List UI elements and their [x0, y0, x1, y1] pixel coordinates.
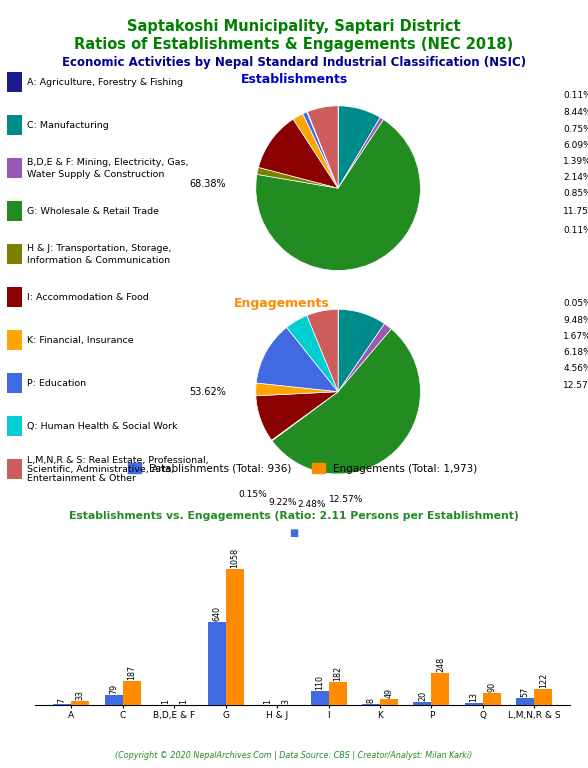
Text: 0.85%: 0.85%	[563, 189, 588, 198]
Text: 33: 33	[76, 690, 85, 700]
Wedge shape	[293, 114, 338, 188]
Text: 122: 122	[539, 673, 548, 688]
Wedge shape	[338, 323, 392, 392]
Text: 12.57%: 12.57%	[329, 495, 363, 504]
Wedge shape	[308, 106, 338, 188]
Text: 68.38%: 68.38%	[190, 179, 226, 190]
Wedge shape	[338, 106, 380, 188]
Text: 248: 248	[436, 657, 445, 672]
Bar	[329, 681, 346, 705]
Text: 8.44%: 8.44%	[563, 108, 588, 118]
Text: Scientific, Administrative, Arts,: Scientific, Administrative, Arts,	[27, 465, 174, 474]
Text: 8: 8	[366, 698, 376, 703]
Bar	[483, 694, 501, 705]
Wedge shape	[307, 310, 338, 392]
Bar	[432, 673, 449, 705]
Text: 13: 13	[469, 692, 479, 702]
Text: 1.39%: 1.39%	[563, 157, 588, 166]
Text: (Copyright © 2020 NepalArchives.Com | Data Source: CBS | Creator/Analyst: Milan : (Copyright © 2020 NepalArchives.Com | Da…	[115, 751, 473, 760]
Text: Water Supply & Construction: Water Supply & Construction	[27, 170, 165, 179]
Text: 0.11%: 0.11%	[563, 226, 588, 235]
Text: C: Manufacturing: C: Manufacturing	[27, 121, 109, 130]
Text: 0.15%: 0.15%	[239, 490, 267, 499]
Bar	[413, 703, 432, 705]
Text: 6.18%: 6.18%	[563, 348, 588, 357]
Text: B,D,E & F: Mining, Electricity, Gas,: B,D,E & F: Mining, Electricity, Gas,	[27, 157, 189, 167]
Text: 1: 1	[179, 699, 188, 703]
Text: 57: 57	[521, 687, 530, 697]
Wedge shape	[259, 119, 338, 188]
Text: 1: 1	[161, 699, 170, 703]
Text: 9.22%: 9.22%	[268, 498, 296, 507]
Text: 49: 49	[385, 687, 393, 697]
Text: Engagements: Engagements	[235, 297, 330, 310]
Text: 4.56%: 4.56%	[563, 364, 588, 373]
Bar	[310, 691, 329, 705]
Text: Economic Activities by Nepal Standard Industrial Classification (NSIC): Economic Activities by Nepal Standard In…	[62, 56, 526, 69]
Text: G: Wholesale & Retail Trade: G: Wholesale & Retail Trade	[27, 207, 159, 216]
Text: 9.48%: 9.48%	[563, 316, 588, 325]
Bar	[516, 697, 534, 705]
Text: 2.48%: 2.48%	[298, 500, 326, 509]
Bar	[71, 700, 89, 705]
Text: Information & Communication: Information & Communication	[27, 256, 170, 265]
Text: 110: 110	[315, 675, 324, 690]
Text: 2.14%: 2.14%	[563, 173, 588, 182]
Text: ■: ■	[289, 528, 299, 538]
Bar	[465, 703, 483, 705]
Text: 12.57%: 12.57%	[563, 381, 588, 390]
Wedge shape	[256, 383, 338, 396]
Legend: Establishments (Total: 936), Engagements (Total: 1,973): Establishments (Total: 936), Engagements…	[124, 459, 482, 478]
Wedge shape	[256, 392, 338, 440]
Text: 3: 3	[282, 699, 290, 703]
Text: 182: 182	[333, 665, 342, 680]
Wedge shape	[338, 310, 385, 392]
Text: 11.75%: 11.75%	[563, 207, 588, 217]
Wedge shape	[338, 118, 383, 188]
Bar	[534, 690, 552, 705]
Text: Entertainment & Other: Entertainment & Other	[27, 474, 136, 483]
Wedge shape	[287, 316, 338, 392]
Wedge shape	[303, 112, 338, 188]
Text: 187: 187	[127, 665, 136, 680]
Wedge shape	[256, 120, 420, 270]
Text: 53.62%: 53.62%	[189, 386, 226, 397]
Bar	[208, 622, 226, 705]
Text: 79: 79	[109, 684, 118, 694]
Text: Saptakoshi Municipality, Saptari District: Saptakoshi Municipality, Saptari Distric…	[127, 19, 461, 35]
Text: A: Agriculture, Forestry & Fishing: A: Agriculture, Forestry & Fishing	[27, 78, 183, 87]
Bar	[54, 704, 71, 705]
Text: 6.09%: 6.09%	[563, 141, 588, 150]
Wedge shape	[257, 167, 338, 188]
Text: 0.05%: 0.05%	[563, 299, 588, 308]
Text: 1058: 1058	[230, 548, 239, 568]
Bar	[123, 681, 141, 705]
Text: I: Accommodation & Food: I: Accommodation & Food	[27, 293, 149, 302]
Bar	[226, 568, 243, 705]
Text: 7: 7	[58, 698, 67, 703]
Text: Q: Human Health & Social Work: Q: Human Health & Social Work	[27, 422, 178, 431]
Wedge shape	[272, 392, 338, 441]
Bar	[105, 695, 123, 705]
Text: 640: 640	[212, 607, 221, 621]
Text: P: Education: P: Education	[27, 379, 86, 388]
Text: 0.75%: 0.75%	[563, 124, 588, 134]
Text: Establishments: Establishments	[240, 73, 348, 86]
Text: 90: 90	[487, 682, 496, 693]
Text: 1.67%: 1.67%	[563, 332, 588, 341]
Text: 20: 20	[418, 691, 427, 701]
Bar	[380, 699, 398, 705]
Text: H & J: Transportation, Storage,: H & J: Transportation, Storage,	[27, 243, 172, 253]
Text: K: Financial, Insurance: K: Financial, Insurance	[27, 336, 133, 345]
Bar	[362, 704, 380, 705]
Wedge shape	[256, 327, 338, 392]
Text: 0.11%: 0.11%	[563, 91, 588, 101]
Text: Ratios of Establishments & Engagements (NEC 2018): Ratios of Establishments & Engagements (…	[74, 37, 514, 52]
Wedge shape	[272, 329, 420, 474]
Text: Establishments vs. Engagements (Ratio: 2.11 Persons per Establishment): Establishments vs. Engagements (Ratio: 2…	[69, 511, 519, 521]
Text: L,M,N,R & S: Real Estate, Professional,: L,M,N,R & S: Real Estate, Professional,	[27, 455, 209, 465]
Text: 1: 1	[263, 699, 273, 703]
Wedge shape	[307, 112, 338, 188]
